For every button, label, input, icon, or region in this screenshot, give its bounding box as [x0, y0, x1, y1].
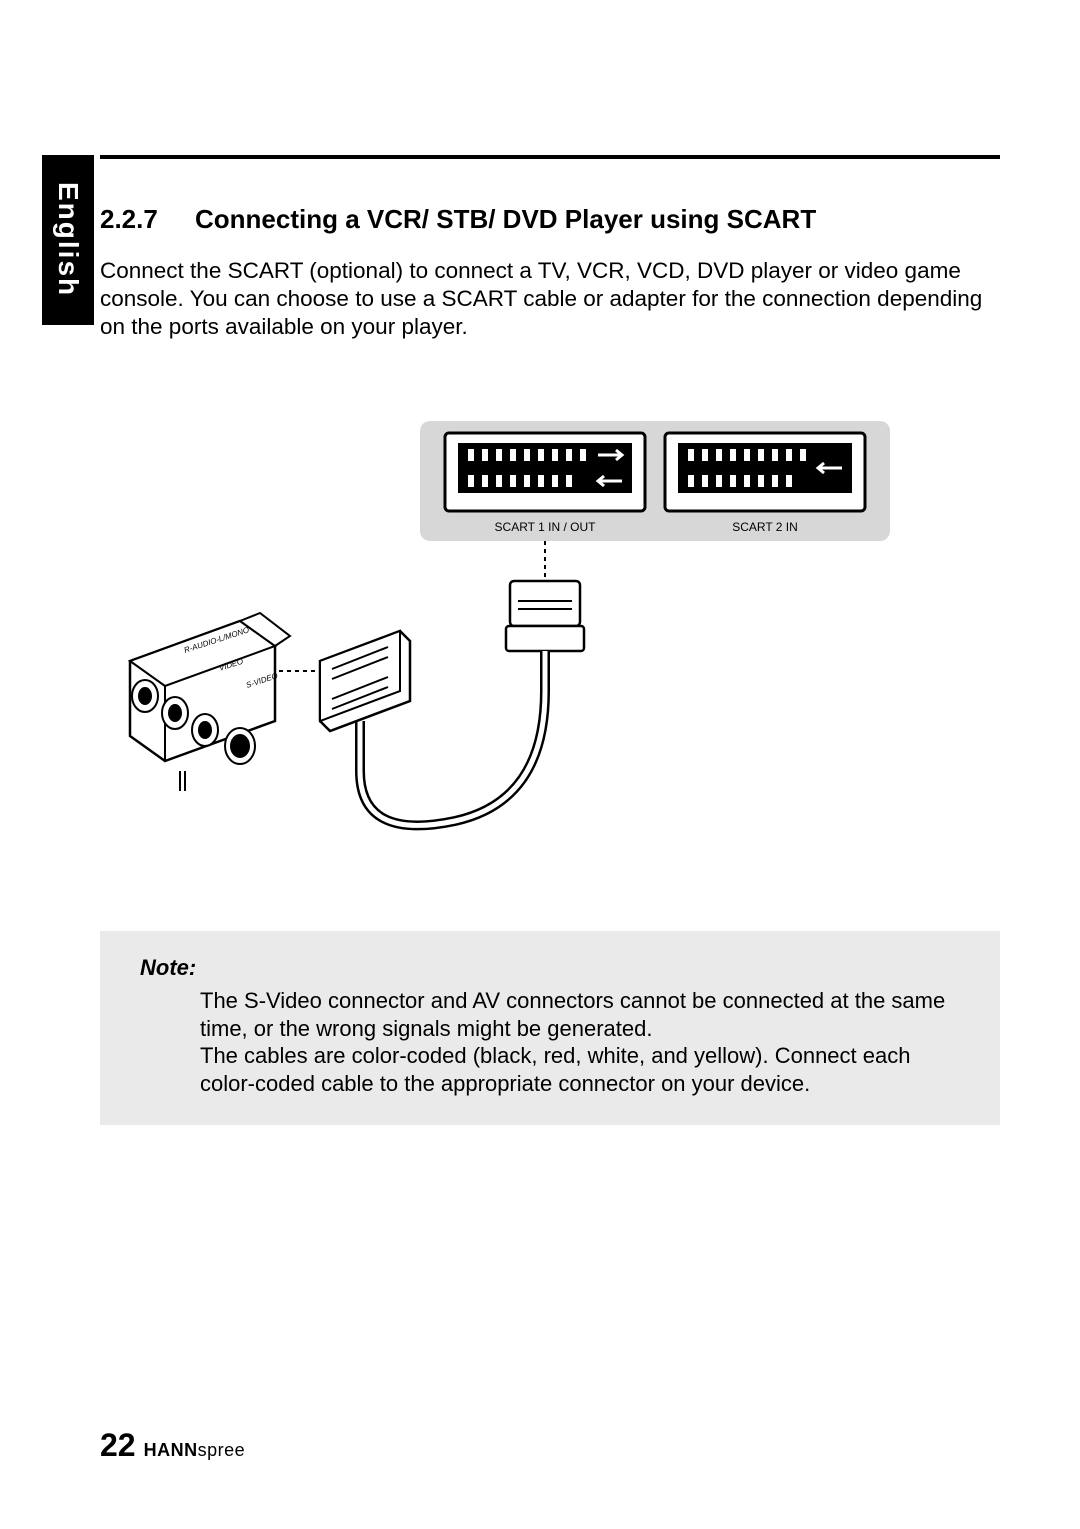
scart-connector: [320, 631, 410, 731]
brand-mark: HANNspree: [144, 1440, 246, 1461]
section-number: 2.2.7: [100, 204, 195, 235]
page-number: 22: [100, 1427, 136, 1464]
top-rule: [100, 155, 1000, 159]
port2-label: SCART 2 IN: [732, 520, 798, 534]
page-footer: 22 HANNspree: [100, 1427, 245, 1464]
port1-label: SCART 1 IN / OUT: [495, 520, 597, 534]
note-box: Note: The S-Video connector and AV conne…: [100, 931, 1000, 1125]
section-title: Connecting a VCR/ STB/ DVD Player using …: [195, 204, 816, 234]
note-text-2: The cables are color-coded (black, red, …: [140, 1042, 960, 1097]
body-paragraph: Connect the SCART (optional) to connect …: [100, 257, 1000, 341]
scart-plug-top: [506, 581, 584, 651]
language-tab: English: [42, 155, 94, 325]
note-label: Note:: [140, 955, 960, 981]
connection-diagram: SCART 1 IN / OUT SCART 2 IN: [100, 391, 1000, 931]
scart-adapter: R-AUDIO-L/MONO VIDEO S-VIDEO: [130, 613, 290, 791]
note-text-1: The S-Video connector and AV connectors …: [140, 987, 960, 1042]
section-heading: 2.2.7Connecting a VCR/ STB/ DVD Player u…: [100, 204, 1000, 235]
page-content: 2.2.7Connecting a VCR/ STB/ DVD Player u…: [100, 155, 1000, 1125]
